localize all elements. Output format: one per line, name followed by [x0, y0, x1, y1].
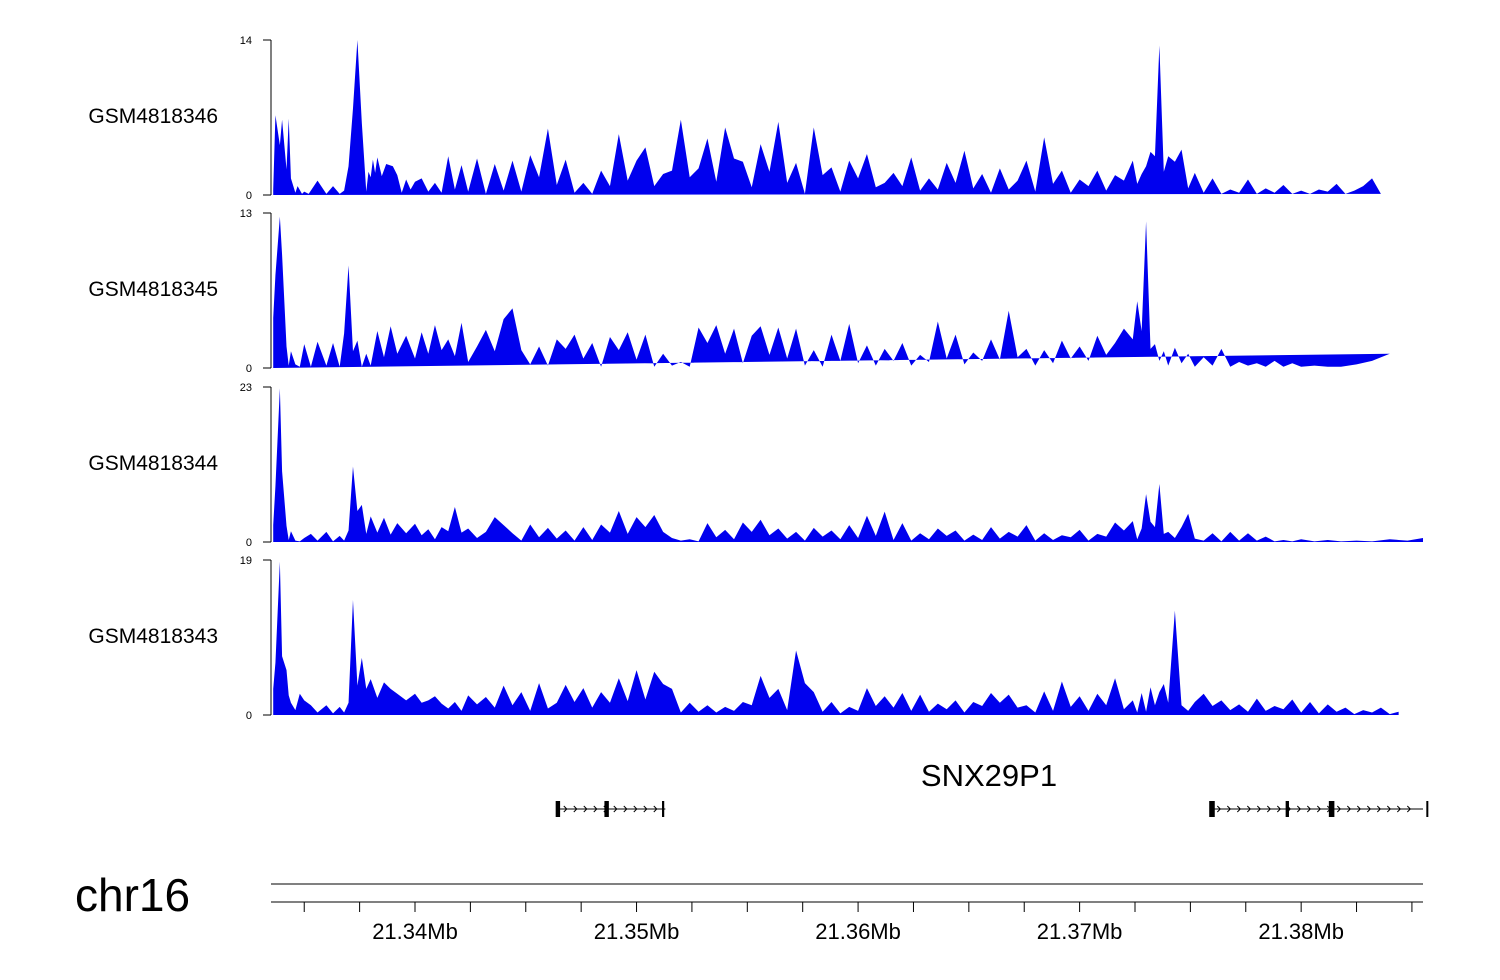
strand-arrow: [1356, 805, 1362, 813]
strand-arrow: [1316, 805, 1322, 813]
strand-arrow: [583, 805, 588, 813]
strand-arrow: [613, 805, 618, 813]
strand-arrow: [1386, 805, 1392, 813]
gene-label: SNX29P1: [921, 758, 1057, 793]
track-name-label: GSM4818346: [88, 105, 218, 128]
transcript: [1209, 801, 1429, 817]
gene-track: SNX29P1: [555, 758, 1429, 817]
axis-tick-label: 21.34Mb: [372, 919, 458, 944]
coverage-area: [273, 40, 1381, 195]
axis-tick-label: 21.35Mb: [594, 919, 680, 944]
strand-arrow: [1376, 805, 1382, 813]
strand-arrow: [1336, 805, 1342, 813]
track-GSM4818346: GSM4818346 14 0: [88, 35, 1381, 202]
track-name-label: GSM4818343: [88, 625, 218, 648]
strand-arrow: [1216, 805, 1222, 813]
strand-arrow: [653, 805, 658, 813]
strand-arrow: [1306, 805, 1312, 813]
strand-arrow: [1346, 805, 1352, 813]
strand-arrow: [1276, 805, 1282, 813]
exon: [1328, 801, 1335, 817]
exon: [662, 801, 665, 817]
y-tick-label-max: 19: [240, 555, 252, 567]
y-tick-label-max: 23: [240, 382, 252, 394]
track-name-label: GSM4818345: [88, 278, 218, 301]
track-GSM4818343: GSM4818343 19 0: [88, 555, 1399, 722]
track-GSM4818344: GSM4818344 23 0: [88, 382, 1424, 549]
strand-arrow: [1406, 805, 1412, 813]
strand-arrow: [1246, 805, 1252, 813]
exon: [604, 801, 609, 817]
coverage-area: [273, 561, 1399, 715]
strand-arrow: [593, 805, 598, 813]
genome-axis: chr16 21.34Mb 21.35Mb 21.36Mb 21.37Mb 21.38Mb: [75, 869, 1423, 944]
y-tick-label-min: 0: [246, 537, 252, 549]
exon: [1209, 801, 1215, 817]
strand-arrow: [1366, 805, 1372, 813]
strand-arrow: [643, 805, 648, 813]
exon: [1285, 801, 1289, 817]
coverage-area: [273, 216, 1390, 368]
strand-arrow: [1256, 805, 1262, 813]
strand-arrow: [1296, 805, 1302, 813]
strand-arrow: [573, 805, 578, 813]
axis-tick-label: 21.37Mb: [1037, 919, 1123, 944]
strand-arrow: [1396, 805, 1402, 813]
y-tick-label-min: 0: [246, 363, 252, 375]
y-tick-label-max: 14: [240, 35, 252, 47]
track-GSM4818345: GSM4818345 13 0: [88, 208, 1390, 375]
coverage-area: [273, 388, 1424, 542]
strand-arrow: [633, 805, 638, 813]
y-tick-label-max: 13: [240, 208, 252, 220]
coverage-tracks: GSM4818346140GSM4818345130GSM4818344230G…: [88, 35, 1424, 722]
transcript: [555, 801, 666, 817]
strand-arrow: [1266, 805, 1272, 813]
y-tick-label-min: 0: [246, 710, 252, 722]
chromosome-label: chr16: [75, 869, 190, 921]
track-name-label: GSM4818344: [88, 452, 218, 475]
strand-arrow: [563, 805, 568, 813]
exon: [555, 801, 561, 817]
axis-tick-label: 21.36Mb: [815, 919, 901, 944]
strand-arrow: [1226, 805, 1232, 813]
y-tick-label-min: 0: [246, 190, 252, 202]
strand-arrow: [623, 805, 628, 813]
axis-tick-label: 21.38Mb: [1258, 919, 1344, 944]
exon: [1426, 801, 1429, 817]
strand-arrow: [1236, 805, 1242, 813]
